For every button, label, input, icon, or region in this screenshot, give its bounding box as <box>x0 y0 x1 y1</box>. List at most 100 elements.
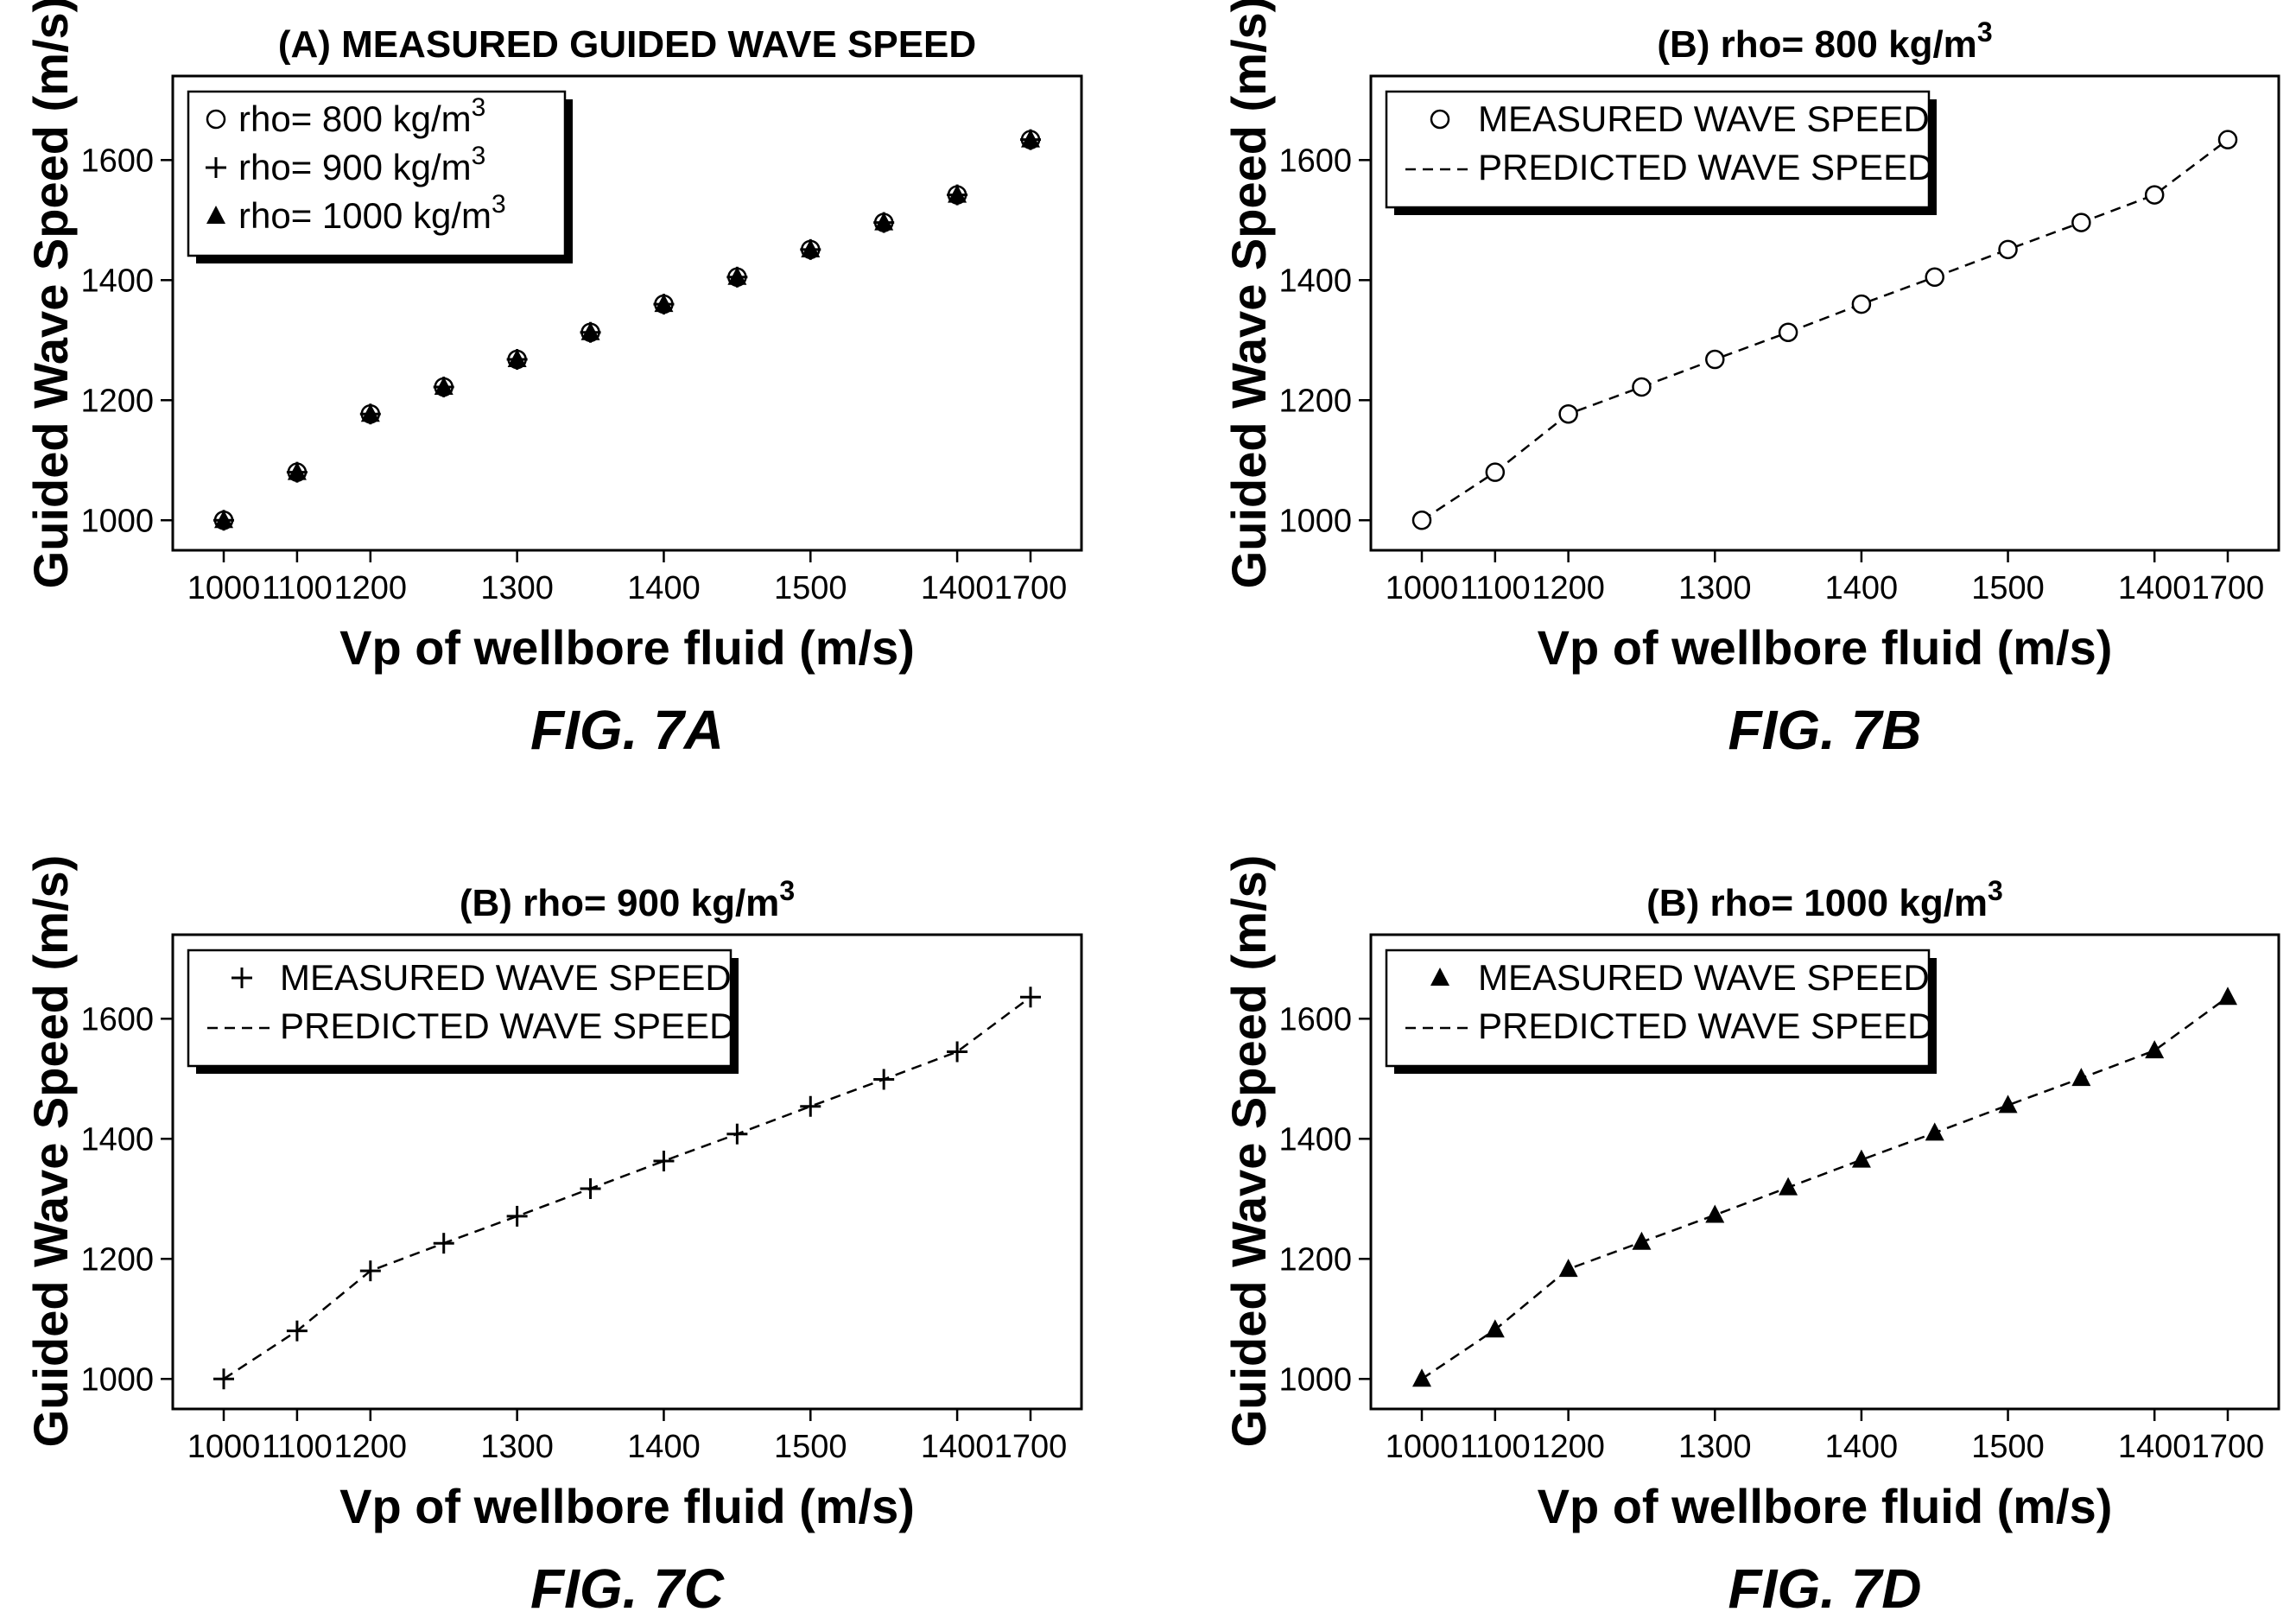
predicted-series-line <box>1421 138 2229 522</box>
y-tick-label: 1400 <box>1278 263 1352 299</box>
legend-label-text: PREDICTED WAVE SPEED <box>1478 1006 1933 1046</box>
legend-label: rho= 800 kg/m3 <box>238 93 485 139</box>
data-point <box>2144 185 2165 205</box>
legend-label: MEASURED WAVE SPEED <box>1478 98 1930 139</box>
data-point <box>2218 987 2237 1006</box>
x-tick-label: 1700 <box>2191 1429 2265 1465</box>
data-point <box>507 349 527 368</box>
data-point <box>213 1368 234 1390</box>
data-point <box>214 510 233 529</box>
data-point <box>1705 349 1725 370</box>
chart-title: (B) rho= 1000 kg/m3 <box>1646 875 2003 924</box>
figure-caption: FIG. 7C <box>530 1558 725 1618</box>
data-point <box>1851 1149 1871 1168</box>
legend-box <box>1385 90 1931 209</box>
data-point <box>580 321 600 340</box>
y-tick-label: 1000 <box>80 503 154 539</box>
data-point <box>654 294 674 313</box>
chart-title-text: (B) rho= 1000 kg/m <box>1646 882 1988 924</box>
legend-label-superscript: 3 <box>472 142 486 170</box>
figure-caption: FIG. 7B <box>1728 699 1921 761</box>
legend-label-superscript: 3 <box>492 190 506 219</box>
legend-label-text: MEASURED WAVE SPEED <box>280 957 732 998</box>
data-point <box>359 1260 381 1282</box>
legend: MEASURED WAVE SPEED PREDICTED WAVE SPEED <box>1385 949 1937 1074</box>
legend-label-text: MEASURED WAVE SPEED <box>1478 98 1930 139</box>
chart-title-superscript: 3 <box>1977 16 1993 48</box>
legend-marker <box>206 157 226 178</box>
legend-label: MEASURED WAVE SPEED <box>280 957 732 998</box>
data-point <box>801 238 821 257</box>
x-tick-label: 1200 <box>1532 570 1605 606</box>
data-point <box>1779 1177 1798 1196</box>
x-tick-label: 1400 <box>2118 1429 2191 1465</box>
data-point <box>1632 377 1652 397</box>
data-point <box>1411 511 1432 530</box>
y-tick-label: 1000 <box>1278 503 1352 539</box>
data-point <box>873 1069 895 1090</box>
data-point <box>580 1177 601 1199</box>
data-point <box>874 212 894 231</box>
legend-label-text: PREDICTED WAVE SPEED <box>1478 147 1933 187</box>
data-point <box>1925 267 1944 288</box>
x-axis-label: Vp of wellbore fluid (m/s) <box>339 1479 915 1533</box>
legend-label: rho= 1000 kg/m3 <box>238 190 506 236</box>
x-axis-label: Vp of wellbore fluid (m/s) <box>1538 1479 2113 1533</box>
legend-label-text: rho= 800 kg/m <box>238 98 472 139</box>
legend-label: PREDICTED WAVE SPEED <box>280 1006 735 1046</box>
data-point <box>2071 1068 2091 1087</box>
y-axis-label: Guided Wave Speed (m/s) <box>1221 0 1276 588</box>
legend: MEASURED WAVE SPEED PREDICTED WAVE SPEED <box>1385 90 1937 215</box>
x-tick-label: 1400 <box>921 1429 994 1465</box>
data-point <box>1485 462 1506 482</box>
data-point <box>1558 1259 1578 1278</box>
x-tick-label: 1300 <box>1678 1429 1752 1465</box>
data-point <box>727 266 747 285</box>
legend-label-superscript: 3 <box>472 93 486 122</box>
x-tick-label: 1100 <box>1460 1429 1531 1465</box>
legend-marker <box>206 109 226 130</box>
data-point <box>1925 1122 1944 1141</box>
data-point <box>506 1205 528 1227</box>
x-tick-label: 1500 <box>1971 570 2045 606</box>
legend-box <box>1385 949 1931 1068</box>
data-point <box>1558 403 1578 424</box>
legend-box <box>187 90 567 257</box>
y-tick-label: 1600 <box>80 143 154 179</box>
y-tick-label: 1200 <box>1278 383 1352 419</box>
data-point <box>434 376 453 395</box>
chart-title-text: (B) rho= 800 kg/m <box>1657 23 1976 66</box>
chart-title-text: (A) MEASURED GUIDED WAVE SPEED <box>278 23 976 66</box>
series-triangle <box>1412 987 2237 1387</box>
y-tick-label: 1200 <box>80 383 154 419</box>
data-point <box>1020 987 1041 1008</box>
x-tick-label: 1500 <box>774 570 847 606</box>
y-tick-label: 1600 <box>1278 143 1352 179</box>
legend-label-text: MEASURED WAVE SPEED <box>1478 957 1930 998</box>
x-tick-label: 1400 <box>1825 1429 1899 1465</box>
x-tick-label: 1100 <box>262 1429 333 1465</box>
data-point <box>947 1041 968 1063</box>
legend-label: MEASURED WAVE SPEED <box>1478 957 1930 998</box>
data-point <box>1778 322 1798 342</box>
x-axis-label: Vp of wellbore fluid (m/s) <box>339 620 915 675</box>
data-point <box>360 403 380 422</box>
data-point <box>286 1320 308 1342</box>
data-point <box>1632 1231 1652 1250</box>
data-point <box>2145 1040 2165 1059</box>
data-point <box>1851 294 1872 314</box>
x-tick-label: 1200 <box>334 1429 408 1465</box>
x-tick-label: 1700 <box>994 570 1068 606</box>
x-tick-label: 1100 <box>1460 570 1531 606</box>
y-tick-label: 1000 <box>1278 1361 1352 1398</box>
x-tick-label: 1500 <box>774 1429 847 1465</box>
data-point <box>1485 1319 1505 1338</box>
y-tick-label: 1600 <box>80 1001 154 1037</box>
data-point <box>726 1123 748 1145</box>
chart-title-superscript: 3 <box>1988 875 2003 906</box>
legend-label: PREDICTED WAVE SPEED <box>1478 1006 1933 1046</box>
data-point <box>1998 239 2018 260</box>
x-tick-label: 1300 <box>1678 570 1752 606</box>
